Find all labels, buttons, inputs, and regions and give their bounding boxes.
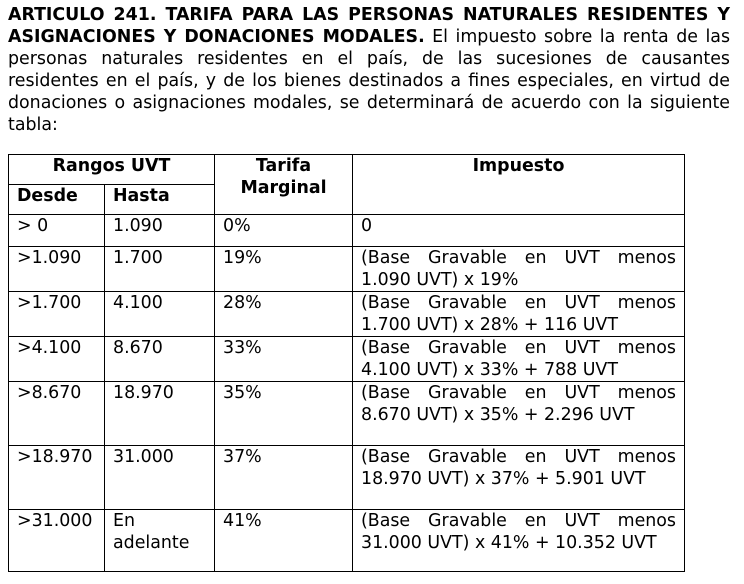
table-row: >4.100 8.670 33% (Base Gravable en UVT m… [8,336,685,382]
table-row: >8.670 18.970 35% (Base Gravable en UVT … [8,381,685,446]
cell-desde: >1.090 [8,246,105,292]
cell-hasta: En adelante [104,509,215,572]
cell-hasta: 1.700 [104,246,215,292]
cell-desde: >4.100 [8,336,105,382]
cell-hasta: 18.970 [104,381,215,446]
cell-desde: >31.000 [8,509,105,572]
cell-impuesto: (Base Gravable en UVT menos 1.090 UVT) x… [352,246,685,292]
cell-hasta: 4.100 [104,291,215,337]
cell-hasta: 1.090 [104,214,215,247]
cell-impuesto: (Base Gravable en UVT menos 4.100 UVT) x… [352,336,685,382]
table-row: >1.090 1.700 19% (Base Gravable en UVT m… [8,246,685,292]
cell-tarifa: 33% [214,336,353,382]
header-impuesto: Impuesto [352,154,685,215]
cell-desde: > 0 [8,214,105,247]
header-row-top: Rangos UVT Tarifa Marginal Impuesto [8,154,685,215]
table-row: > 0 1.090 0% 0 [8,214,685,247]
cell-hasta: 31.000 [104,445,215,510]
table-row: >1.700 4.100 28% (Base Gravable en UVT m… [8,291,685,337]
header-desde: Desde [8,184,105,215]
table-row: >31.000 En adelante 41% (Base Gravable e… [8,509,685,572]
cell-impuesto: (Base Gravable en UVT menos 8.670 UVT) x… [352,381,685,446]
table-row: >18.970 31.000 37% (Base Gravable en UVT… [8,445,685,510]
tax-rate-table: Rangos UVT Tarifa Marginal Impuesto Desd… [8,154,685,572]
article-title: ARTICULO 241. TARIFA PARA LAS PERSONAS N… [8,5,730,47]
header-hasta: Hasta [104,184,215,215]
header-rangos-uvt: Rangos UVT [8,154,215,185]
cell-tarifa: 41% [214,509,353,572]
header-tarifa-marginal: Tarifa Marginal [214,154,353,215]
article-paragraph: ARTICULO 241. TARIFA PARA LAS PERSONAS N… [8,4,730,136]
cell-impuesto: (Base Gravable en UVT menos 18.970 UVT) … [352,445,685,510]
cell-impuesto: (Base Gravable en UVT menos 1.700 UVT) x… [352,291,685,337]
cell-tarifa: 35% [214,381,353,446]
cell-desde: >18.970 [8,445,105,510]
cell-impuesto: (Base Gravable en UVT menos 31.000 UVT) … [352,509,685,572]
cell-tarifa: 37% [214,445,353,510]
article-body: El impuesto sobre la renta de las person… [8,27,731,135]
cell-tarifa: 0% [214,214,353,247]
cell-hasta: 8.670 [104,336,215,382]
cell-tarifa: 19% [214,246,353,292]
cell-impuesto: 0 [352,214,685,247]
cell-desde: >1.700 [8,291,105,337]
cell-tarifa: 28% [214,291,353,337]
cell-desde: >8.670 [8,381,105,446]
